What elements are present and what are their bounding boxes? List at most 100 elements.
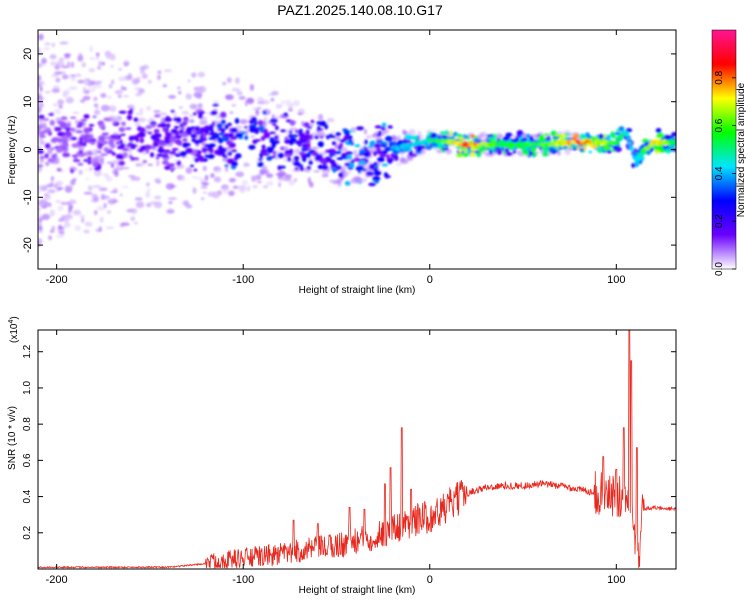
signal-blob bbox=[120, 122, 126, 126]
noise-blob bbox=[228, 177, 236, 183]
noise-blob bbox=[160, 116, 166, 123]
noise-blob bbox=[238, 95, 246, 100]
signal-blob bbox=[54, 152, 58, 157]
signal-blob bbox=[555, 133, 562, 137]
signal-blob bbox=[158, 149, 164, 154]
noise-blob bbox=[117, 94, 122, 98]
signal-blob bbox=[125, 127, 132, 130]
signal-blob bbox=[139, 127, 146, 133]
noise-blob bbox=[71, 78, 76, 82]
signal-blob bbox=[387, 159, 393, 164]
signal-blob bbox=[257, 161, 264, 168]
spectrogram-xtick-label: 100 bbox=[607, 274, 625, 286]
noise-blob bbox=[127, 175, 136, 178]
noise-blob bbox=[285, 174, 292, 178]
noise-blob bbox=[38, 207, 41, 212]
signal-blob bbox=[317, 125, 321, 131]
noise-blob bbox=[238, 186, 246, 194]
snr-plot-area bbox=[38, 330, 676, 569]
snr-ytick-label: 0.8 bbox=[22, 417, 33, 431]
noise-blob bbox=[249, 84, 255, 91]
signal-blob bbox=[475, 151, 482, 158]
signal-blob bbox=[295, 129, 300, 134]
noise-blob bbox=[41, 204, 48, 209]
signal-blob bbox=[197, 110, 206, 115]
signal-blob bbox=[139, 137, 145, 144]
signal-blob bbox=[120, 143, 126, 149]
noise-blob bbox=[95, 57, 100, 60]
signal-blob bbox=[280, 129, 287, 133]
noise-blob bbox=[241, 179, 249, 186]
snr-xlabel: Height of straight line (km) bbox=[299, 585, 416, 596]
signal-blob bbox=[303, 122, 310, 128]
signal-blob bbox=[224, 164, 229, 167]
noise-blob bbox=[202, 165, 208, 172]
signal-blob bbox=[177, 140, 183, 146]
signal-blob bbox=[110, 143, 116, 149]
signal-blob bbox=[301, 143, 309, 148]
signal-blob bbox=[182, 142, 189, 148]
signal-blob bbox=[462, 152, 469, 157]
signal-blob bbox=[212, 103, 219, 107]
signal-blob bbox=[218, 127, 226, 132]
signal-blob bbox=[132, 157, 140, 160]
signal-blob bbox=[355, 166, 362, 172]
signal-blob bbox=[83, 114, 90, 119]
signal-blob bbox=[654, 150, 660, 154]
signal-blob bbox=[383, 172, 388, 178]
signal-blob bbox=[369, 140, 375, 146]
signal-blob bbox=[57, 139, 65, 143]
signal-blob bbox=[244, 135, 249, 141]
noise-blob bbox=[54, 71, 63, 75]
signal-blob bbox=[62, 142, 69, 148]
signal-blob bbox=[269, 137, 275, 141]
signal-blob bbox=[209, 143, 216, 148]
noise-blob bbox=[287, 108, 293, 112]
signal-blob bbox=[456, 153, 465, 158]
signal-blob bbox=[612, 145, 619, 150]
signal-blob bbox=[288, 130, 293, 134]
signal-blob bbox=[155, 156, 160, 160]
noise-blob bbox=[134, 222, 138, 225]
noise-blob bbox=[259, 168, 266, 176]
signal-blob bbox=[96, 140, 103, 144]
noise-blob bbox=[189, 119, 195, 124]
noise-blob bbox=[213, 108, 218, 112]
noise-blob bbox=[84, 168, 88, 171]
signal-blob bbox=[447, 136, 456, 140]
signal-blob bbox=[147, 131, 153, 135]
snr-ylabel: SNR (10 * v/v) bbox=[7, 406, 18, 470]
signal-blob bbox=[100, 153, 109, 156]
noise-blob bbox=[79, 214, 85, 219]
noise-blob bbox=[265, 181, 274, 186]
ridge-blob bbox=[630, 152, 636, 156]
signal-blob bbox=[359, 150, 365, 153]
noise-blob bbox=[55, 199, 61, 203]
signal-blob bbox=[195, 126, 200, 132]
noise-blob bbox=[38, 167, 42, 173]
signal-blob bbox=[274, 125, 279, 131]
noise-blob bbox=[278, 182, 282, 187]
noise-blob bbox=[55, 234, 65, 238]
noise-blob bbox=[82, 95, 91, 101]
signal-blob bbox=[590, 145, 598, 149]
noise-blob bbox=[166, 208, 175, 214]
signal-blob bbox=[80, 118, 88, 122]
noise-blob bbox=[68, 199, 77, 205]
signal-blob bbox=[194, 157, 199, 163]
noise-blob bbox=[114, 89, 123, 95]
noise-blob bbox=[68, 207, 72, 214]
noise-blob bbox=[138, 88, 145, 94]
noise-blob bbox=[105, 175, 113, 182]
snr-xtick-label: -100 bbox=[232, 574, 254, 586]
signal-blob bbox=[257, 119, 264, 126]
noise-blob bbox=[317, 130, 326, 138]
noise-blob bbox=[47, 189, 56, 194]
noise-blob bbox=[106, 161, 114, 164]
noise-blob bbox=[120, 166, 130, 170]
signal-blob bbox=[544, 133, 549, 137]
noise-blob bbox=[57, 99, 65, 106]
noise-blob bbox=[154, 178, 161, 183]
signal-blob bbox=[366, 171, 374, 176]
noise-blob bbox=[366, 134, 372, 139]
